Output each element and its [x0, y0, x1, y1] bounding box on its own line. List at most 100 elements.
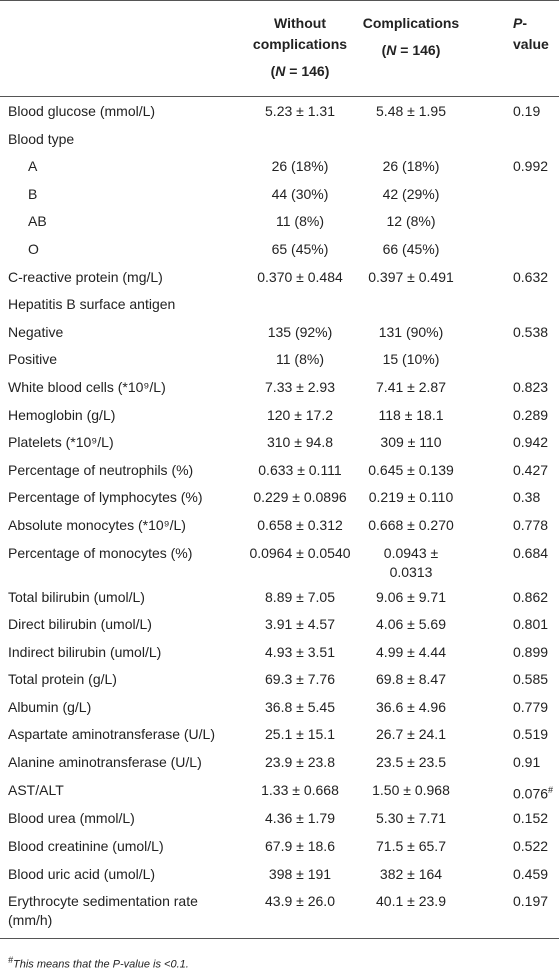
- cell: 42 (29%): [382, 185, 440, 202]
- row-label: Platelets (*10⁹/L): [8, 434, 114, 451]
- table-row: Blood uric acid (umol/L) 398 ± 191 382 ± 1…: [0, 860, 559, 888]
- header-text: N: [275, 63, 286, 79]
- cell-text: 0.076: [513, 785, 549, 802]
- cell: 69.8 ± 8.47: [376, 671, 446, 688]
- cell: [462, 345, 559, 373]
- footnote: #This means that the P-value is <0.1.: [0, 939, 559, 971]
- header-title: Without complications: [252, 15, 348, 52]
- row-label: Hepatitis B surface antigen: [8, 296, 176, 313]
- cell: 7.41 ± 2.87: [376, 378, 446, 395]
- cell: 0.397 ± 0.491: [368, 268, 454, 285]
- header-text: P: [513, 15, 523, 31]
- table-row: C-reactive protein (mg/L) 0.370 ± 0.484 0.…: [0, 263, 559, 291]
- row-label: Percentage of monocytes (%): [8, 544, 193, 561]
- cell: 0.91: [513, 754, 541, 771]
- cell: 0.942: [513, 434, 549, 451]
- cell: 4.36 ± 1.79: [265, 810, 335, 827]
- row-label: Albumin (g/L): [8, 698, 92, 715]
- row-label: Erythrocyte sedimentation rate (mm/h): [0, 887, 240, 940]
- table-row: O 65 (45%) 66 (45%): [0, 235, 559, 263]
- cell: 26 (18%): [271, 158, 329, 175]
- cell: 0.229 ± 0.0896: [253, 489, 347, 506]
- table-row: Blood glucose (mmol/L) 5.23 ± 1.31 5.48 ± …: [0, 97, 559, 125]
- column-header: Complications (N = 146): [360, 0, 462, 97]
- table-row: Erythrocyte sedimentation rate (mm/h) 43.…: [0, 887, 559, 940]
- cell: 26 (18%): [382, 158, 440, 175]
- cell: 0.801: [513, 616, 549, 633]
- cell: 0.992: [513, 158, 549, 175]
- row-label: AB: [28, 213, 47, 230]
- cell: 23.5 ± 23.5: [376, 754, 446, 771]
- cell: [240, 290, 360, 318]
- header-text: = 146): [396, 42, 441, 58]
- table-row: AST/ALT 1.33 ± 0.668 1.50 ± 0.968 0.076#: [0, 776, 559, 805]
- cell: 0.0943 ± 0.0313: [383, 544, 439, 580]
- cell: 1.33 ± 0.668: [261, 781, 339, 798]
- empty-header: [0, 0, 240, 97]
- cell: 0.370 ± 0.484: [257, 268, 343, 285]
- cell: 0.19: [513, 103, 541, 119]
- cell: 0.658 ± 0.312: [257, 516, 343, 533]
- cell: 0.519: [513, 726, 549, 743]
- cell: 0.427: [513, 461, 549, 478]
- cell: [240, 125, 360, 153]
- header-text: -value: [513, 15, 549, 52]
- cell: 40.1 ± 23.9: [360, 887, 462, 940]
- row-label: Indirect bilirubin (umol/L): [8, 643, 162, 660]
- cell: 0.862: [513, 588, 549, 605]
- cell: 135 (92%): [267, 323, 333, 340]
- table-row: Hemoglobin (g/L) 120 ± 17.2 118 ± 18.1 0.28…: [0, 401, 559, 429]
- table-row: AB 11 (8%) 12 (8%): [0, 207, 559, 235]
- data-table: Without complications (N = 146) Complicati…: [0, 0, 559, 940]
- cell: 26.7 ± 24.1: [376, 726, 446, 743]
- cell: [462, 235, 559, 263]
- table-row: Albumin (g/L) 36.8 ± 5.45 36.6 ± 4.96 0.779: [0, 693, 559, 721]
- header-n: (N = 146): [361, 40, 461, 61]
- header-text: = 146): [285, 63, 330, 79]
- table-row: Blood type: [0, 125, 559, 153]
- row-label: Percentage of neutrophils (%): [8, 461, 194, 478]
- header-title: Complications: [362, 15, 460, 31]
- column-header: P-value: [462, 0, 559, 97]
- cell: 0.289: [513, 406, 549, 423]
- cell: [462, 180, 559, 208]
- table-row: Blood creatinine (umol/L) 67.9 ± 18.6 71.5…: [0, 832, 559, 860]
- row-label: Total bilirubin (umol/L): [8, 588, 145, 605]
- table-row: White blood cells (*10⁹/L) 7.33 ± 2.93 7.4…: [0, 373, 559, 401]
- row-label: Blood uric acid (umol/L): [8, 865, 156, 882]
- cell: 309 ± 110: [380, 434, 442, 451]
- cell: 0.585: [513, 671, 549, 688]
- cell: 3.91 ± 4.57: [265, 616, 335, 633]
- cell: 398 ± 191: [268, 865, 332, 882]
- row-label: Blood glucose (mmol/L): [8, 103, 156, 119]
- cell: 25.1 ± 15.1: [265, 726, 335, 743]
- row-label: Absolute monocytes (*10⁹/L): [8, 516, 186, 533]
- row-label: Blood urea (mmol/L): [8, 810, 135, 827]
- cell: 0.38: [513, 489, 541, 506]
- cell: 7.33 ± 2.93: [265, 378, 335, 395]
- cell: [462, 290, 559, 318]
- cell: [360, 290, 462, 318]
- footnote-text: This means that the P-value is <0.1.: [13, 958, 189, 971]
- cell: 1.50 ± 0.968: [372, 781, 450, 798]
- row-label: Negative: [8, 323, 64, 340]
- cell: 0.645 ± 0.139: [368, 461, 454, 478]
- row-label: C-reactive protein (mg/L): [8, 268, 163, 285]
- cell: 9.06 ± 9.71: [376, 588, 446, 605]
- row-label: Blood creatinine (umol/L): [8, 837, 164, 854]
- cell: [360, 125, 462, 153]
- table-row: Platelets (*10⁹/L) 310 ± 94.8 309 ± 110 0.9…: [0, 428, 559, 456]
- cell: 0.684: [513, 544, 549, 561]
- cell: 66 (45%): [382, 240, 440, 257]
- cell: 4.99 ± 4.44: [376, 643, 446, 660]
- cell: 0.0964 ± 0.0540: [249, 544, 351, 561]
- row-label: Blood type: [8, 130, 75, 147]
- cell: 69.3 ± 7.76: [265, 671, 335, 688]
- cell: 23.9 ± 23.8: [265, 754, 335, 771]
- column-header: Without complications (N = 146): [240, 0, 360, 97]
- row-label: Percentage of lymphocytes (%): [8, 489, 203, 506]
- table-row: Negative 135 (92%) 131 (90%) 0.538: [0, 318, 559, 346]
- cell: 0.197: [462, 887, 559, 940]
- cell: 4.06 ± 5.69: [376, 616, 446, 633]
- row-label: Alanine aminotransferase (U/L): [8, 754, 202, 771]
